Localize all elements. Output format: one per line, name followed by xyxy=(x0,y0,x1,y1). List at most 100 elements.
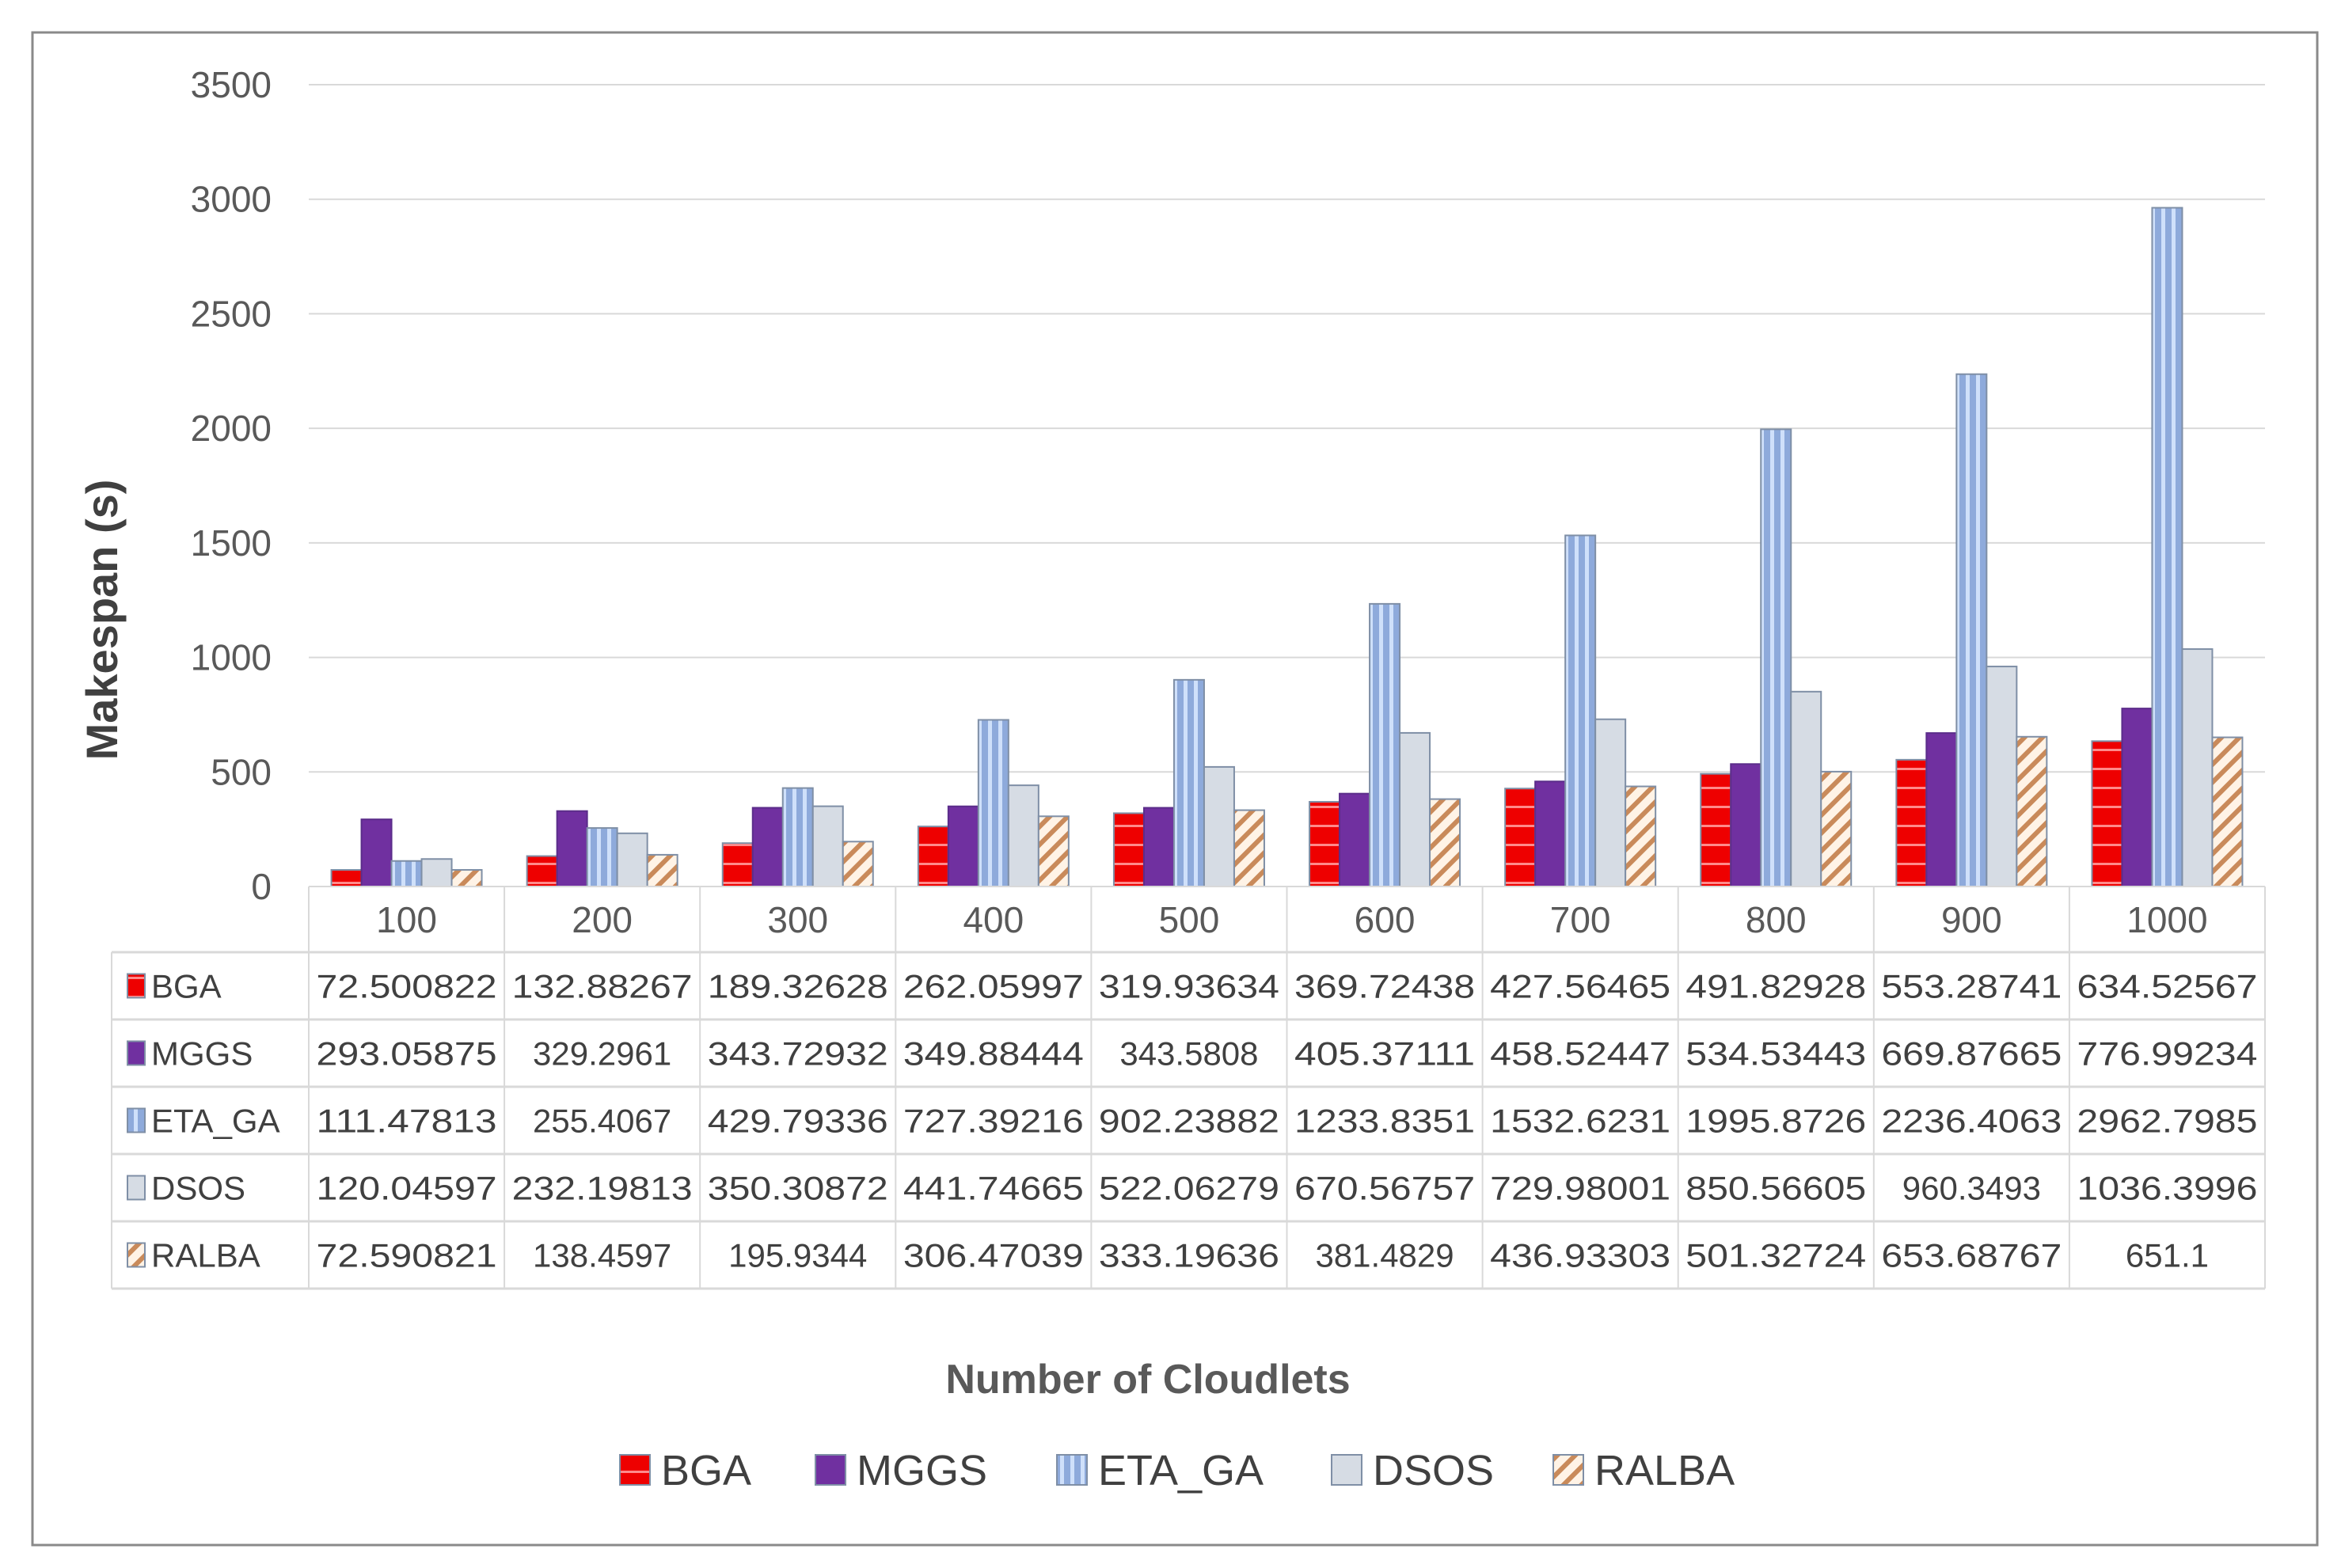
table-cell: 350.30872 xyxy=(708,1170,888,1207)
bar-eta_ga-400 xyxy=(977,719,1009,887)
bar-eta_ga-900 xyxy=(1955,373,1988,888)
bar-ralba-900 xyxy=(2016,735,2048,888)
bar-ralba-400 xyxy=(1037,815,1070,887)
table-cell: 1036.3996 xyxy=(2077,1170,2257,1207)
x-category-label: 1000 xyxy=(2126,899,2207,940)
x-category-label: 200 xyxy=(572,899,633,940)
table-cell: 319.93634 xyxy=(1099,968,1279,1005)
table-cell: 1532.6231 xyxy=(1490,1103,1670,1140)
bar-bga-400 xyxy=(917,826,949,887)
x-category-label: 600 xyxy=(1355,899,1416,940)
table-cell: 491.82928 xyxy=(1685,968,1866,1005)
bar-ralba-200 xyxy=(646,853,678,887)
bar-bga-300 xyxy=(721,842,754,888)
bar-dsos-900 xyxy=(1986,666,2018,887)
x-category-label: 300 xyxy=(767,899,828,940)
bar-eta_ga-1000 xyxy=(2151,207,2183,888)
table-cell: 262.05997 xyxy=(903,968,1084,1005)
table-cell: 1233.8351 xyxy=(1294,1103,1475,1140)
legend-key-ralba xyxy=(1552,1454,1584,1486)
table-cell: 669.87665 xyxy=(1881,1035,2062,1073)
table-cell: 653.68767 xyxy=(1881,1237,2062,1274)
table-cell: 349.88444 xyxy=(903,1035,1084,1073)
x-category-label: 700 xyxy=(1550,899,1611,940)
table-cell: 776.99234 xyxy=(2077,1035,2257,1073)
table-cell: 441.74665 xyxy=(903,1170,1084,1207)
table-series-label: MGGS xyxy=(151,1035,253,1073)
bar-dsos-400 xyxy=(1007,784,1039,887)
table-cell: 195.9344 xyxy=(728,1237,867,1274)
legend-label-eta_ga: ETA_GA xyxy=(1098,1447,1264,1494)
table-cell: 522.06279 xyxy=(1099,1170,1279,1207)
legend: BGA MGGS ETA_GA DSOS RALBA xyxy=(619,1447,1735,1494)
table-series-label: BGA xyxy=(151,968,222,1005)
bar-mggs-800 xyxy=(1730,763,1762,887)
table-legend-key-dsos xyxy=(127,1175,146,1201)
bar-bga-100 xyxy=(330,869,363,888)
legend-key-eta_ga xyxy=(1056,1454,1088,1486)
bar-mggs-700 xyxy=(1534,780,1567,887)
bar-mggs-400 xyxy=(947,805,979,888)
table-cell: 72.500822 xyxy=(317,968,497,1005)
table-cell: 138.4597 xyxy=(533,1237,671,1274)
y-tick-label: 0 xyxy=(251,866,272,907)
x-category-label: 500 xyxy=(1159,899,1220,940)
table-legend-key-eta_ga xyxy=(127,1107,146,1133)
bar-ralba-100 xyxy=(450,868,483,887)
y-axis-ticks: 0 500 1000 1500 2000 2500 3000 3500 xyxy=(191,64,272,907)
table-cell: 651.1 xyxy=(2126,1237,2209,1274)
y-tick-label: 500 xyxy=(211,751,272,792)
bar-mggs-900 xyxy=(1925,732,1958,887)
table-cell: 381.4829 xyxy=(1315,1237,1454,1274)
bar-dsos-300 xyxy=(811,805,844,888)
bar-ralba-600 xyxy=(1429,798,1461,887)
data-table: 100 200 300 400 500 600 700 800 900 1000 BGA 72.500… xyxy=(111,886,2266,1290)
bar-bga-600 xyxy=(1309,800,1341,888)
bar-dsos-700 xyxy=(1594,718,1627,887)
bar-ralba-1000 xyxy=(2211,736,2244,887)
table-cell: 553.28741 xyxy=(1881,968,2062,1005)
y-tick-label: 1500 xyxy=(191,522,272,564)
legend-label-ralba: RALBA xyxy=(1594,1447,1735,1494)
table-cell: 369.72438 xyxy=(1294,968,1475,1005)
bar-eta_ga-100 xyxy=(390,860,423,887)
bar-bga-200 xyxy=(526,855,558,887)
table-cell: 634.52567 xyxy=(2077,968,2257,1005)
table-series-label: DSOS xyxy=(151,1170,245,1207)
bar-eta_ga-500 xyxy=(1172,678,1205,888)
bar-ralba-500 xyxy=(1233,809,1265,888)
bar-mggs-500 xyxy=(1142,807,1175,888)
table-cell: 189.32628 xyxy=(708,968,888,1005)
bar-bga-1000 xyxy=(2091,740,2123,888)
table-cell: 132.88267 xyxy=(512,968,693,1005)
bar-bga-500 xyxy=(1112,812,1145,887)
legend-key-dsos xyxy=(1331,1454,1362,1486)
table-series-label: ETA_GA xyxy=(151,1103,280,1140)
bar-bga-800 xyxy=(1700,773,1732,888)
table-cell: 902.23882 xyxy=(1099,1103,1279,1140)
bar-ralba-700 xyxy=(1625,785,1657,888)
bar-ralba-300 xyxy=(842,841,874,888)
legend-key-mggs xyxy=(815,1454,846,1486)
table-cell: 1995.8726 xyxy=(1685,1103,1866,1140)
table-cell: 343.5808 xyxy=(1119,1035,1258,1073)
table-legend-key-mggs xyxy=(127,1040,146,1066)
table-cell: 405.37111 xyxy=(1294,1035,1475,1073)
bar-dsos-100 xyxy=(420,858,453,887)
legend-label-dsos: DSOS xyxy=(1373,1447,1494,1494)
bar-dsos-200 xyxy=(616,832,648,887)
table-cell: 333.19636 xyxy=(1099,1237,1279,1274)
table-cell: 427.56465 xyxy=(1490,968,1670,1005)
legend-key-bga xyxy=(619,1454,651,1486)
y-tick-label: 3500 xyxy=(191,64,272,105)
x-category-label: 900 xyxy=(1941,899,2002,940)
bar-eta_ga-700 xyxy=(1564,534,1597,887)
bar-mggs-600 xyxy=(1339,792,1371,887)
table-cell: 255.4067 xyxy=(533,1103,671,1140)
bar-ralba-800 xyxy=(1820,770,1853,887)
bar-eta_ga-200 xyxy=(586,827,618,887)
x-category-label: 100 xyxy=(376,899,437,940)
bar-dsos-800 xyxy=(1790,690,1822,888)
y-tick-label: 1000 xyxy=(191,637,272,678)
